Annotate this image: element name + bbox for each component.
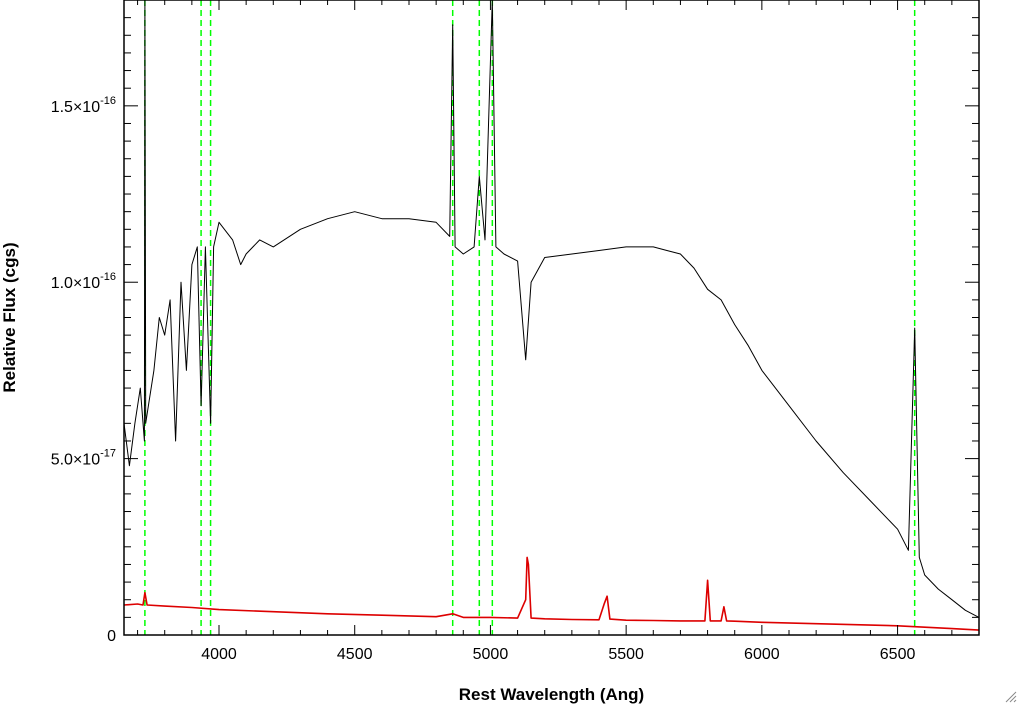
y-tick-label: 5.0×10-17 bbox=[51, 448, 116, 469]
series-line-1 bbox=[123, 556, 980, 631]
x-tick-label: 5500 bbox=[608, 646, 644, 663]
emission-line-markers bbox=[144, 0, 916, 635]
plot-frame bbox=[123, 0, 980, 636]
series-line-0 bbox=[123, 0, 980, 618]
y-tick-label: 1.0×10-16 bbox=[51, 271, 116, 292]
x-axis-title: Rest Wavelength (Ang) bbox=[459, 685, 644, 704]
x-tick-label: 6000 bbox=[744, 646, 780, 663]
y-axis-title: Relative Flux (cgs) bbox=[0, 242, 19, 392]
y-tick-label: 0 bbox=[107, 628, 116, 645]
y-tick-label: 1.5×10-16 bbox=[51, 95, 116, 116]
x-tick-label: 4000 bbox=[201, 646, 237, 663]
x-tick-label: 4500 bbox=[337, 646, 373, 663]
x-tick-label: 6500 bbox=[880, 646, 916, 663]
y-axis: 0 5.0×10-17 1.0×10-16 1.5×10-16 bbox=[51, 0, 979, 645]
x-axis: 4000 4500 5000 5500 6000 6500 bbox=[137, 0, 980, 663]
spectrum-series bbox=[123, 0, 980, 631]
resize-grip-icon[interactable] bbox=[1005, 691, 1017, 703]
x-tick-label: 5000 bbox=[473, 646, 509, 663]
